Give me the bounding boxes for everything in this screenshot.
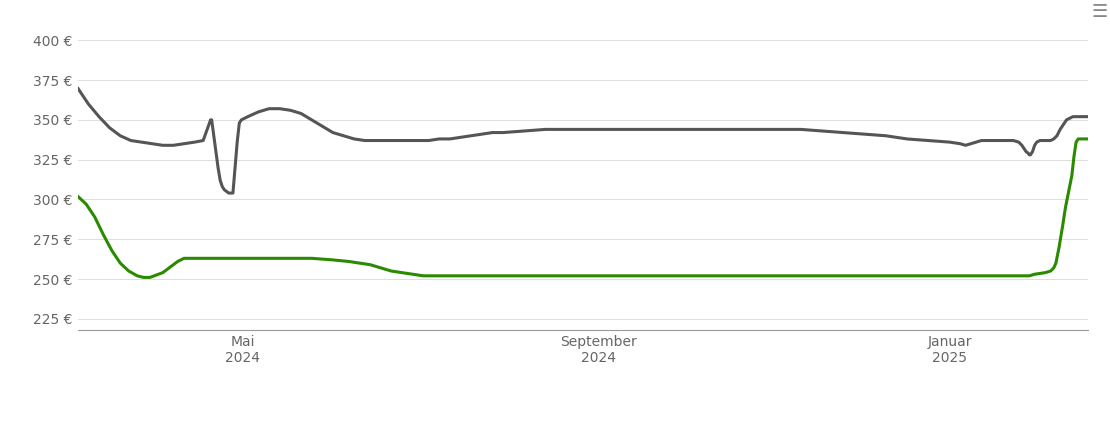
Text: ☰: ☰ <box>1092 3 1108 21</box>
